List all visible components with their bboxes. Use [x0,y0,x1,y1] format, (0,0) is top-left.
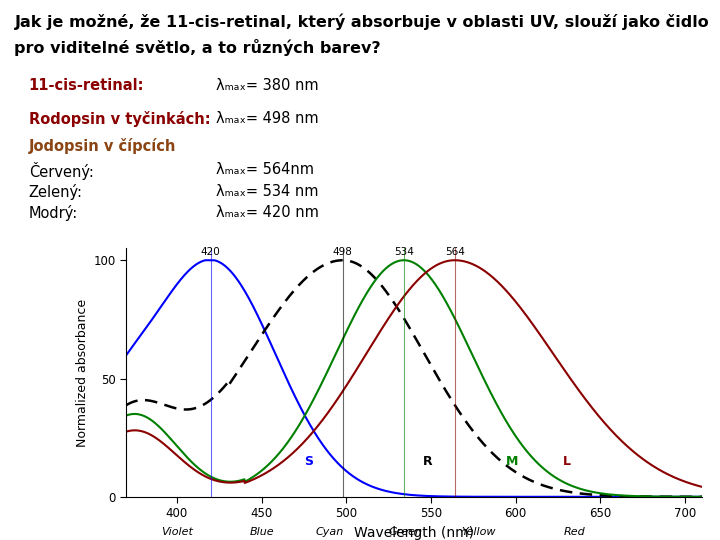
Text: Jodopsin v čípcích: Jodopsin v čípcích [29,138,176,154]
Text: Blue: Blue [249,528,274,537]
Text: M: M [506,455,518,468]
Text: Zelený:: Zelený: [29,184,83,200]
Text: 11-cis-retinal:: 11-cis-retinal: [29,78,144,93]
Text: λₘₐₓ= 420 nm: λₘₐₓ= 420 nm [216,205,319,220]
X-axis label: Wavelength (nm): Wavelength (nm) [354,526,474,540]
Text: pro viditelné světlo, a to různých barev?: pro viditelné světlo, a to různých barev… [14,39,381,56]
Y-axis label: Normalized absorbance: Normalized absorbance [76,299,89,447]
Text: 420: 420 [201,247,220,256]
Text: Violet: Violet [161,528,193,537]
Text: S: S [305,455,313,468]
Text: Red: Red [564,528,586,537]
Text: λₘₐₓ= 564nm: λₘₐₓ= 564nm [216,162,314,177]
Text: R: R [423,455,433,468]
Text: L: L [562,455,570,468]
Text: 534: 534 [394,247,414,256]
Text: Cyan: Cyan [315,528,343,537]
Text: Červený:: Červený: [29,162,94,180]
Text: 498: 498 [333,247,353,256]
Text: λₘₐₓ= 380 nm: λₘₐₓ= 380 nm [216,78,319,93]
Text: Rodopsin v tyčinkách:: Rodopsin v tyčinkách: [29,111,210,127]
Text: λₘₐₓ= 534 nm: λₘₐₓ= 534 nm [216,184,318,199]
Text: Green: Green [389,528,423,537]
Text: Modrý:: Modrý: [29,205,78,221]
Text: λₘₐₓ= 498 nm: λₘₐₓ= 498 nm [216,111,319,126]
Text: Jak je možné, že 11-cis-retinal, který absorbuje v oblasti UV, slouží jako čidlo: Jak je možné, že 11-cis-retinal, který a… [14,14,709,30]
Text: 564: 564 [445,247,464,256]
Text: Yellow: Yellow [461,528,495,537]
